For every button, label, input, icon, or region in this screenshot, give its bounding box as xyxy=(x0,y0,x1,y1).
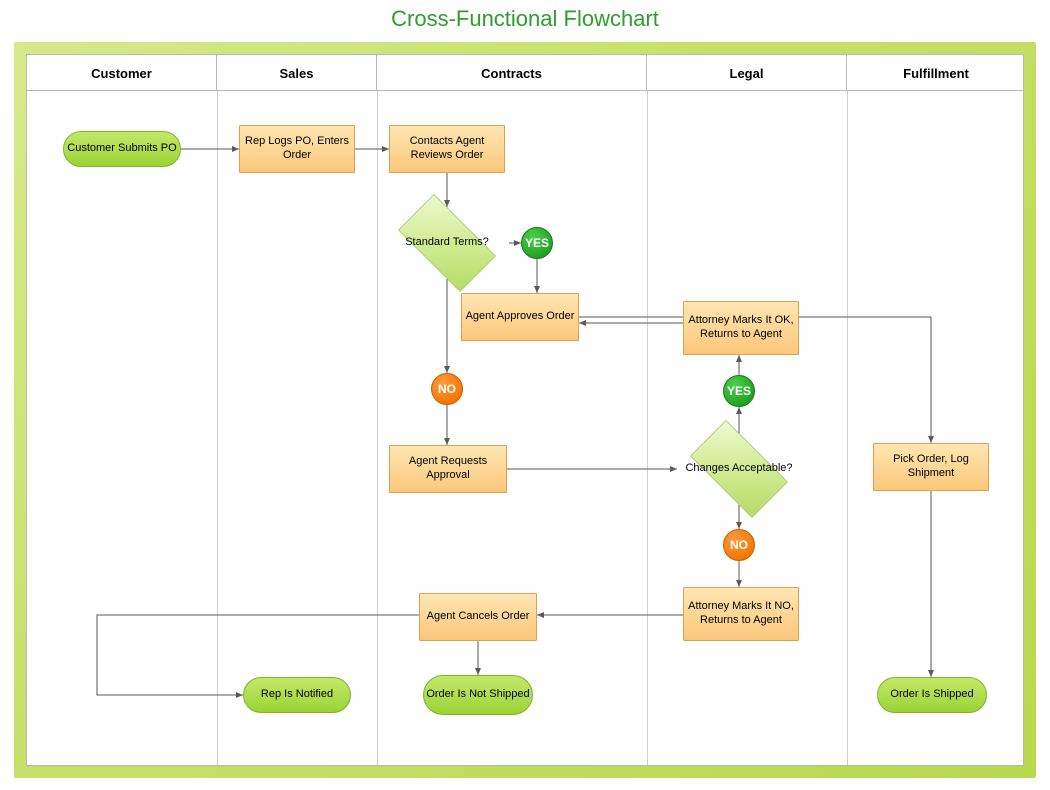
terminator-not-shipped: Order Is Not Shipped xyxy=(423,675,533,715)
decision-standard-terms: Standard Terms? xyxy=(385,207,509,279)
swimlane-panel: Customer Sales Contracts Legal Fulfillme… xyxy=(26,54,1024,766)
decision-label: Changes Acceptable? xyxy=(681,462,796,476)
edges-layer xyxy=(27,55,1025,767)
page: Cross-Functional Flowchart Customer Sale… xyxy=(0,0,1050,790)
lane-header-contracts: Contracts xyxy=(377,55,647,91)
terminator-order-shipped: Order Is Shipped xyxy=(877,677,987,713)
chart-title: Cross-Functional Flowchart xyxy=(0,6,1050,32)
terminator-start: Customer Submits PO xyxy=(63,131,181,167)
lane-header-legal: Legal xyxy=(647,55,847,91)
terminator-rep-notified: Rep Is Notified xyxy=(243,677,351,713)
process-agent-approves: Agent Approves Order xyxy=(461,293,579,341)
process-agent-requests: Agent Requests Approval xyxy=(389,445,507,493)
process-attorney-no: Attorney Marks It NO, Returns to Agent xyxy=(683,587,799,641)
lane-divider xyxy=(217,91,218,765)
process-agent-cancels: Agent Cancels Order xyxy=(419,593,537,641)
lane-header-customer: Customer xyxy=(27,55,217,91)
process-pick-order: Pick Order, Log Shipment xyxy=(873,443,989,491)
process-rep-logs: Rep Logs PO, Enters Order xyxy=(239,125,355,173)
lane-header-row: Customer Sales Contracts Legal Fulfillme… xyxy=(27,55,1023,91)
lane-divider xyxy=(847,91,848,765)
lane-divider xyxy=(647,91,648,765)
no-badge: NO xyxy=(723,529,755,561)
lane-divider xyxy=(377,91,378,765)
lane-header-fulfillment: Fulfillment xyxy=(847,55,1025,91)
lane-header-sales: Sales xyxy=(217,55,377,91)
process-reviews-order: Contacts Agent Reviews Order xyxy=(389,125,505,173)
yes-badge: YES xyxy=(723,375,755,407)
yes-badge: YES xyxy=(521,227,553,259)
decision-label: Standard Terms? xyxy=(401,236,493,250)
process-attorney-ok: Attorney Marks It OK, Returns to Agent xyxy=(683,301,799,355)
decision-changes-acceptable: Changes Acceptable? xyxy=(677,433,801,505)
no-badge: NO xyxy=(431,373,463,405)
